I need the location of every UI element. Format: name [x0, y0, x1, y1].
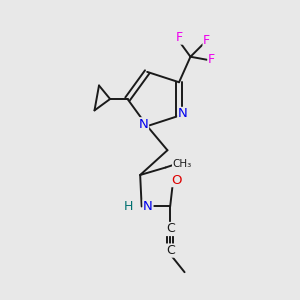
Text: H: H	[124, 200, 133, 213]
Text: F: F	[208, 53, 215, 66]
Text: C: C	[166, 223, 175, 236]
Text: C: C	[166, 244, 175, 257]
Text: N: N	[178, 107, 188, 121]
Text: F: F	[176, 31, 183, 44]
Text: N: N	[139, 118, 148, 131]
Text: CH₃: CH₃	[172, 159, 192, 169]
Text: F: F	[203, 34, 210, 47]
Text: N: N	[143, 200, 153, 213]
Text: O: O	[171, 174, 181, 187]
